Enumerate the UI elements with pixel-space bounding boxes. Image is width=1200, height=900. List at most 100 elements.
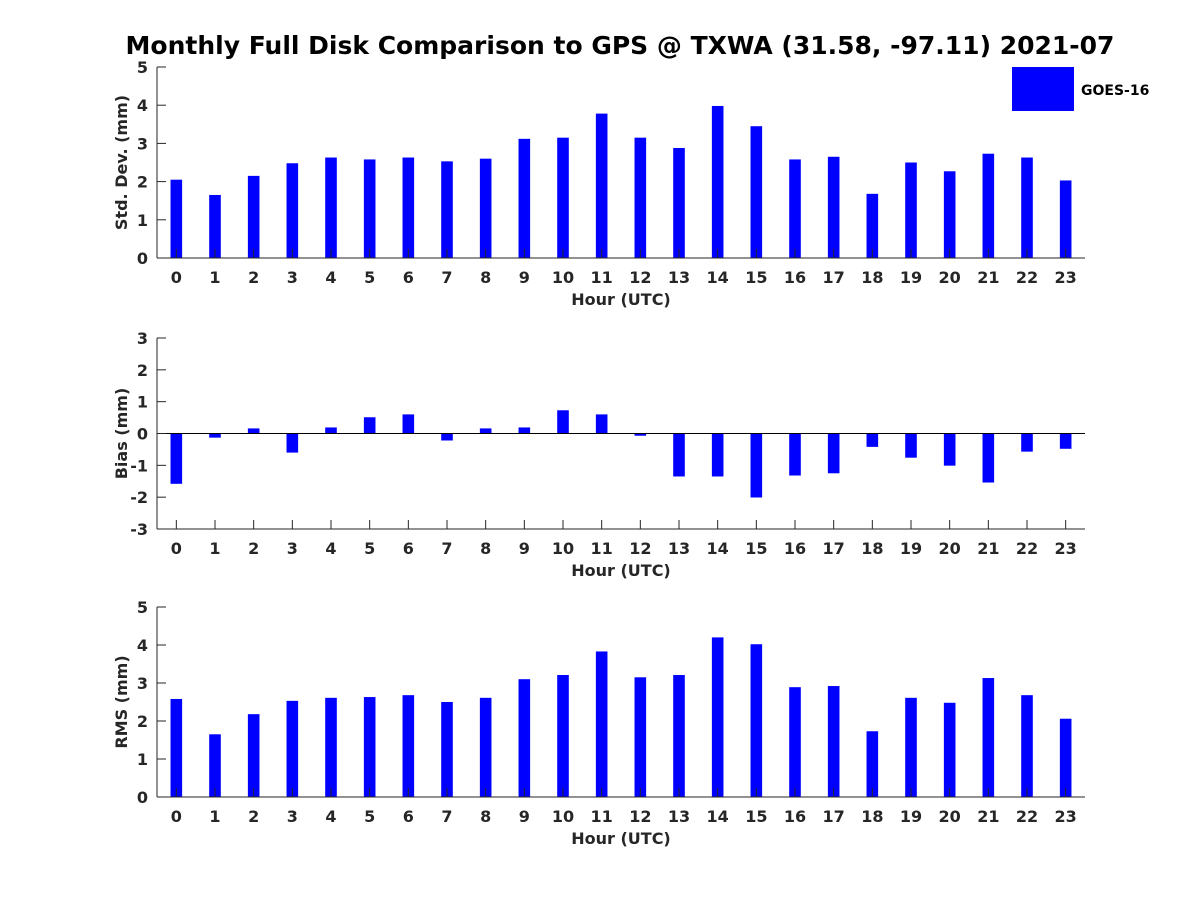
x-tick-label: 0 [171,539,182,558]
legend-label: GOES-16 [1081,83,1149,99]
bar-hour-18 [866,731,879,797]
x-axis-label: Hour (UTC) [571,561,671,580]
x-tick-label: 19 [900,268,922,287]
x-tick-label: 19 [900,539,922,558]
x-tick-label: 4 [325,539,336,558]
x-tick-label: 14 [707,268,729,287]
bar-hour-17 [827,156,840,258]
bar-hour-5 [363,697,376,797]
x-tick-label: 18 [861,807,883,826]
y-tick-label: 1 [137,211,148,230]
x-tick-label: 20 [939,268,961,287]
bar-hour-7 [441,433,453,441]
bar-hour-15 [750,433,763,498]
x-tick-label: 11 [591,268,613,287]
x-tick-label: 12 [629,268,651,287]
x-tick-label: 13 [668,539,690,558]
x-tick-label: 16 [784,807,806,826]
x-tick-label: 4 [325,268,336,287]
x-tick-label: 20 [939,807,961,826]
x-tick-label: 22 [1016,268,1038,287]
bar-hour-6 [402,414,415,434]
y-tick-label: 2 [137,712,148,731]
x-tick-label: 2 [248,807,259,826]
bar-hour-8 [479,697,492,797]
bar-hour-0 [170,433,183,484]
y-tick-label: 3 [137,674,148,693]
x-tick-label: 15 [745,539,767,558]
y-tick-label: -1 [130,456,148,475]
x-tick-label: 8 [480,539,491,558]
y-tick-label: 2 [137,173,148,192]
y-tick-label: 1 [137,393,148,412]
x-tick-label: 2 [248,268,259,287]
x-tick-label: 17 [823,807,845,826]
bar-hour-3 [286,433,299,453]
bar-hour-1 [209,734,221,797]
x-tick-label: 23 [1055,539,1077,558]
x-tick-label: 21 [977,268,999,287]
x-tick-label: 10 [552,807,574,826]
bar-hour-11 [595,414,608,434]
x-tick-label: 9 [519,539,530,558]
y-tick-label: 4 [137,636,148,655]
x-tick-label: 18 [861,539,883,558]
x-tick-label: 9 [519,807,530,826]
y-tick-label: 3 [137,329,148,348]
y-tick-label: -3 [130,520,148,539]
bar-hour-16 [789,433,801,476]
y-tick-label: 1 [137,750,148,769]
bar-hour-1 [209,433,221,438]
bar-hour-3 [286,163,299,258]
x-tick-label: 15 [745,268,767,287]
x-tick-label: 21 [977,807,999,826]
y-tick-label: 5 [137,598,148,617]
x-tick-label: 22 [1016,539,1038,558]
x-tick-label: 1 [209,268,220,287]
x-tick-label: 5 [364,807,375,826]
bar-hour-20 [943,702,956,797]
bar-hour-12 [634,137,647,258]
bar-hour-4 [325,157,337,258]
y-tick-label: 3 [137,134,148,153]
x-tick-label: 18 [861,268,883,287]
x-tick-label: 11 [591,807,613,826]
bar-hour-15 [750,126,763,259]
x-tick-label: 14 [707,539,729,558]
x-tick-label: 19 [900,807,922,826]
bar-hour-22 [1021,433,1033,452]
x-tick-label: 7 [441,268,452,287]
bar-hour-13 [673,675,685,797]
bar-hour-22 [1021,695,1033,797]
bar-hour-14 [711,433,724,477]
bar-hour-8 [479,158,492,258]
x-tick-label: 3 [287,268,298,287]
bar-hour-2 [247,714,260,797]
x-tick-label: 22 [1016,807,1038,826]
x-tick-label: 0 [171,807,182,826]
y-tick-label: -2 [130,488,148,507]
x-tick-label: 1 [209,807,220,826]
bar-hour-19 [905,697,917,797]
bar-hour-9 [518,138,531,258]
bar-hour-10 [557,675,569,797]
bar-hour-14 [711,637,724,797]
y-tick-label: 0 [137,788,148,807]
bar-hour-23 [1059,718,1072,797]
bar-hour-15 [750,644,763,797]
bar-hour-11 [595,113,608,258]
legend: GOES-16 [1012,67,1149,111]
bar-hour-23 [1059,433,1072,449]
bar-hour-13 [673,433,685,477]
chart-title: Monthly Full Disk Comparison to GPS @ TX… [126,31,1115,60]
bar-hour-16 [789,687,801,797]
x-tick-label: 4 [325,807,336,826]
bar-hour-23 [1059,180,1072,258]
x-tick-label: 10 [552,268,574,287]
x-tick-label: 13 [668,268,690,287]
x-tick-label: 17 [823,268,845,287]
x-tick-label: 12 [629,539,651,558]
bar-hour-10 [557,137,569,258]
bar-hour-20 [943,171,956,258]
